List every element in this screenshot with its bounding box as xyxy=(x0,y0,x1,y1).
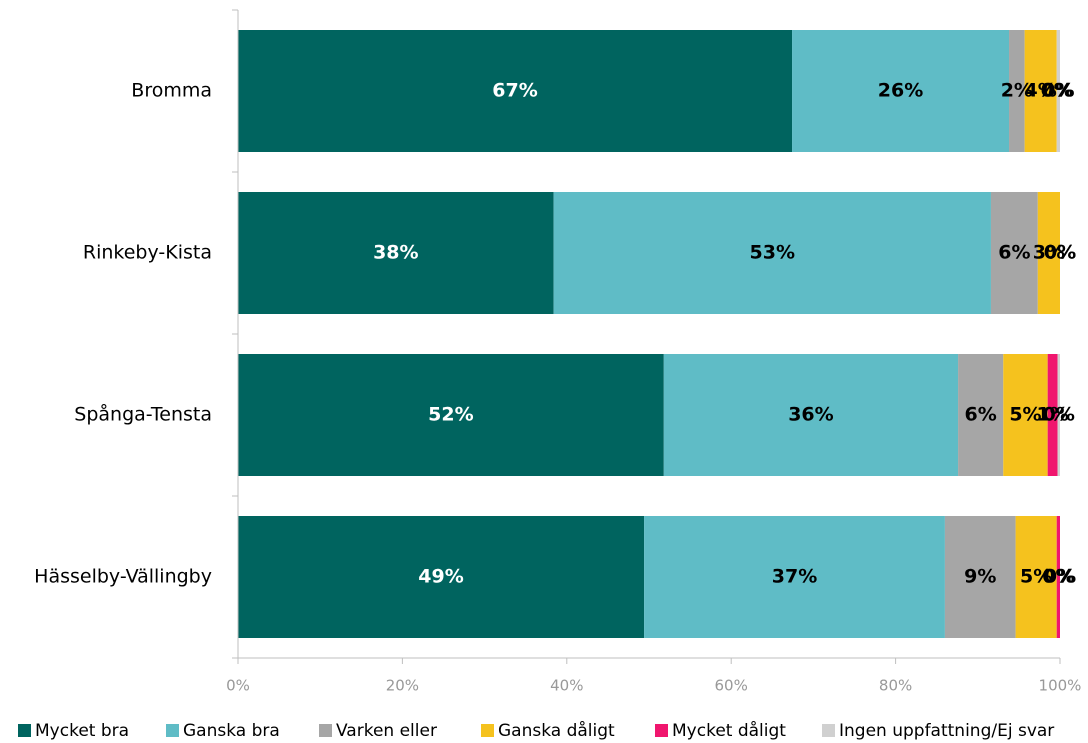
data-label: 4% xyxy=(1025,80,1057,102)
bar-segment xyxy=(644,516,945,638)
data-label: 36% xyxy=(788,404,833,426)
data-label: 0% xyxy=(1042,80,1074,102)
data-label: 0% xyxy=(1041,80,1073,102)
bar-segment xyxy=(1015,516,1057,638)
bar-segment xyxy=(238,30,793,152)
legend-label: Ingen uppfattning/Ej svar xyxy=(839,721,1054,741)
legend-label: Mycket dåligt xyxy=(672,720,786,741)
data-label: 26% xyxy=(878,80,923,102)
legend-swatch xyxy=(822,724,835,737)
data-label: 37% xyxy=(772,566,817,588)
data-label: 1% xyxy=(1036,404,1068,426)
data-label: 5% xyxy=(1009,404,1041,426)
bar-segment xyxy=(944,516,1016,638)
bar-segment xyxy=(1056,30,1060,152)
bar-segment xyxy=(1057,354,1060,476)
legend-label: Varken eller xyxy=(336,721,437,741)
x-tick-label: 100% xyxy=(1039,677,1082,695)
data-label: 67% xyxy=(492,80,537,102)
category-label: Rinkeby-Kista xyxy=(83,242,212,264)
bar-segment xyxy=(990,192,1038,314)
bar-segment xyxy=(1024,30,1057,152)
bar-segment xyxy=(792,30,1010,152)
data-label: 2% xyxy=(1001,80,1033,102)
data-label: 53% xyxy=(750,242,795,264)
bar-segment xyxy=(1037,192,1060,314)
bar-segment xyxy=(1009,30,1025,152)
x-tick-label: 20% xyxy=(386,677,419,695)
bar-segment xyxy=(238,516,645,638)
data-label: 0% xyxy=(1044,566,1076,588)
legend-label: Mycket bra xyxy=(35,721,129,741)
data-label: 0% xyxy=(1044,242,1076,264)
bar-segment xyxy=(238,354,664,476)
data-label: 0% xyxy=(1043,404,1075,426)
data-label: 6% xyxy=(965,404,997,426)
category-label: Hässelby-Vällingby xyxy=(34,566,212,588)
data-label: 0% xyxy=(1044,242,1076,264)
x-tick-label: 40% xyxy=(550,677,583,695)
legend-swatch xyxy=(166,724,179,737)
x-tick-label: 80% xyxy=(879,677,912,695)
legend-swatch xyxy=(481,724,494,737)
bar-segment xyxy=(1003,354,1048,476)
data-label: 5% xyxy=(1020,566,1052,588)
legend-swatch xyxy=(319,724,332,737)
data-label: 3% xyxy=(1033,242,1065,264)
bar-segment xyxy=(1056,516,1060,638)
legend-label: Ganska bra xyxy=(183,721,280,741)
legend-label: Ganska dåligt xyxy=(498,720,615,741)
x-tick-label: 60% xyxy=(715,677,748,695)
data-label: 38% xyxy=(373,242,418,264)
data-label: 9% xyxy=(964,566,996,588)
category-label: Spånga-Tensta xyxy=(74,403,212,426)
legend-swatch xyxy=(18,724,31,737)
legend-swatch xyxy=(655,724,668,737)
bar-segment xyxy=(238,192,554,314)
bar-segment xyxy=(1047,354,1058,476)
category-label: Bromma xyxy=(131,80,212,102)
data-label: 49% xyxy=(418,566,463,588)
data-label: 6% xyxy=(998,242,1030,264)
bar-segment xyxy=(553,192,991,314)
x-tick-label: 0% xyxy=(226,677,250,695)
bar-segment xyxy=(663,354,959,476)
data-label: 0% xyxy=(1042,566,1074,588)
bar-segment xyxy=(958,354,1004,476)
data-label: 52% xyxy=(428,404,473,426)
